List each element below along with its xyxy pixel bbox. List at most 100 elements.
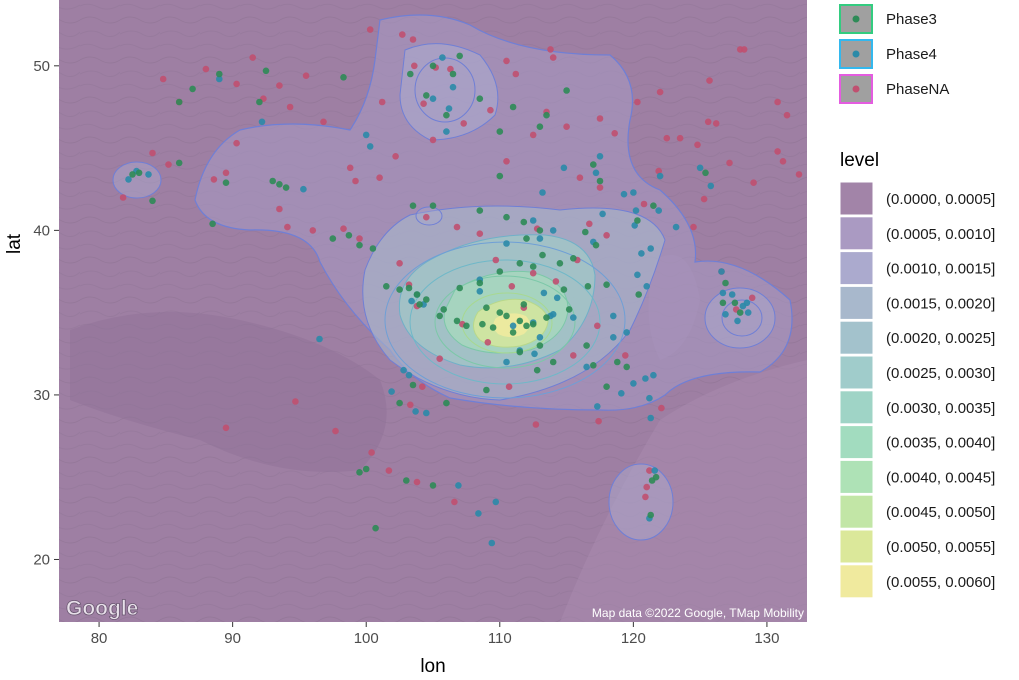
point-phase3 <box>216 71 223 78</box>
point-phase3 <box>346 232 353 239</box>
point-phasena <box>454 224 461 231</box>
point-phase3 <box>530 321 537 328</box>
point-phase3 <box>479 321 486 328</box>
point-phase4 <box>443 128 450 135</box>
point-phase3 <box>510 104 517 111</box>
point-phasena <box>292 398 299 405</box>
point-phase4 <box>439 54 446 61</box>
google-logo: Google <box>66 597 138 620</box>
point-phasena <box>379 99 386 106</box>
point-phase3 <box>340 74 347 81</box>
point-phasena <box>407 402 414 409</box>
level-label: (0.0020, 0.0025] <box>886 330 995 347</box>
point-phasena <box>774 99 781 106</box>
point-phase4 <box>718 268 725 275</box>
x-axis-title: lon <box>420 656 445 677</box>
point-phasena <box>303 72 310 79</box>
point-phase4 <box>647 245 654 252</box>
point-phasena <box>451 499 458 506</box>
point-phase3 <box>590 161 597 168</box>
legend-point-phase3 <box>853 16 860 23</box>
point-phase3 <box>530 263 537 270</box>
point-phasena <box>643 484 650 491</box>
level-label: (0.0045, 0.0050] <box>886 504 995 521</box>
point-phase4 <box>537 235 544 242</box>
point-phasena <box>203 66 210 73</box>
point-phasena <box>233 140 240 147</box>
point-phasena <box>690 224 697 231</box>
point-phasena <box>503 158 510 165</box>
point-phasena <box>160 76 167 83</box>
point-phase4 <box>642 375 649 382</box>
point-phase3 <box>189 86 196 93</box>
point-phase4 <box>651 467 658 474</box>
point-phasena <box>276 206 283 213</box>
point-phasena <box>223 425 230 432</box>
point-phase3 <box>176 160 183 167</box>
point-phasena <box>506 383 513 390</box>
point-phase4 <box>477 288 484 295</box>
point-phasena <box>706 77 713 84</box>
point-phase4 <box>722 311 729 318</box>
point-phase3 <box>406 285 413 292</box>
point-phase4 <box>570 314 577 321</box>
y-tick-label: 20 <box>33 551 50 568</box>
point-phase3 <box>543 112 550 119</box>
point-phase3 <box>410 202 417 209</box>
point-phase4 <box>633 207 640 214</box>
point-phase3 <box>521 219 528 226</box>
point-phase3 <box>503 313 510 320</box>
point-phasena <box>367 26 374 33</box>
level-label: (0.0010, 0.0015] <box>886 261 995 278</box>
point-phase4 <box>597 153 604 160</box>
point-phasena <box>774 148 781 155</box>
point-phasena <box>577 174 584 181</box>
y-tick-label: 40 <box>33 222 50 239</box>
point-phasena <box>340 225 347 232</box>
point-phasena <box>223 170 230 177</box>
point-phase3 <box>450 71 457 78</box>
x-tick-label: 110 <box>488 630 512 647</box>
point-phase4 <box>594 403 601 410</box>
point-phase4 <box>537 334 544 341</box>
point-phasena <box>332 428 339 435</box>
level-label: (0.0050, 0.0055] <box>886 539 995 556</box>
level-swatch <box>840 460 873 493</box>
point-phase4 <box>430 95 437 102</box>
point-phasena <box>320 119 327 126</box>
point-phase4 <box>745 309 752 316</box>
point-phase4 <box>657 173 664 180</box>
point-phase3 <box>583 342 590 349</box>
point-phase4 <box>503 359 510 366</box>
level-label: (0.0000, 0.0005] <box>886 191 995 208</box>
point-phasena <box>530 132 537 139</box>
point-phase3 <box>363 466 370 473</box>
point-phase3 <box>570 255 577 262</box>
level-label: (0.0055, 0.0060] <box>886 574 995 591</box>
point-phase4 <box>655 207 662 214</box>
point-phasena <box>376 174 383 181</box>
point-phasena <box>694 142 701 149</box>
point-phase4 <box>400 367 407 374</box>
point-phasena <box>586 221 593 228</box>
point-phase4 <box>623 329 630 336</box>
point-phase4 <box>446 105 453 112</box>
point-phase4 <box>618 390 625 397</box>
point-phase4 <box>423 410 430 417</box>
point-phase3 <box>497 128 504 135</box>
legend-point-phase4 <box>853 51 860 58</box>
level-label: (0.0005, 0.0010] <box>886 226 995 243</box>
point-phasena <box>597 115 604 122</box>
point-phasena <box>641 201 648 208</box>
point-phase4 <box>740 303 747 310</box>
density-blob-xinjiang <box>113 162 161 198</box>
point-phasena <box>487 107 494 114</box>
point-phasena <box>611 130 618 137</box>
point-phase3 <box>443 400 450 407</box>
point-phase3 <box>537 227 544 234</box>
point-phase3 <box>720 300 727 307</box>
map-credit: Map data ©2022 Google, TMap Mobility <box>592 606 804 620</box>
point-phasena <box>284 224 291 231</box>
point-phasena <box>352 178 359 185</box>
point-phasena <box>595 418 602 425</box>
